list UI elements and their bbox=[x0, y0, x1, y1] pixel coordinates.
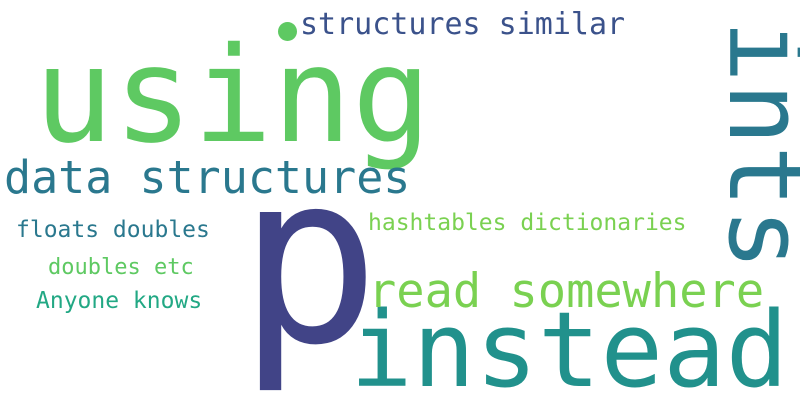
word-p: p bbox=[238, 122, 381, 397]
word-data-structures: data structures bbox=[4, 151, 411, 204]
word-floats-doubles: floats doubles bbox=[16, 217, 210, 243]
word-ints: ints bbox=[705, 20, 800, 271]
word-using: using bbox=[34, 19, 432, 173]
word-doubles-etc: doubles etc bbox=[48, 255, 194, 280]
word-read-somewhere: read somewhere bbox=[368, 264, 765, 319]
word-anyone-knows: Anyone knows bbox=[36, 288, 203, 314]
dot-mark bbox=[278, 22, 297, 41]
word-structures-similar: structures similar bbox=[300, 7, 626, 42]
word-hashtables-dictionaries: hashtables dictionaries bbox=[368, 210, 687, 236]
word-instead: instead bbox=[350, 289, 789, 400]
